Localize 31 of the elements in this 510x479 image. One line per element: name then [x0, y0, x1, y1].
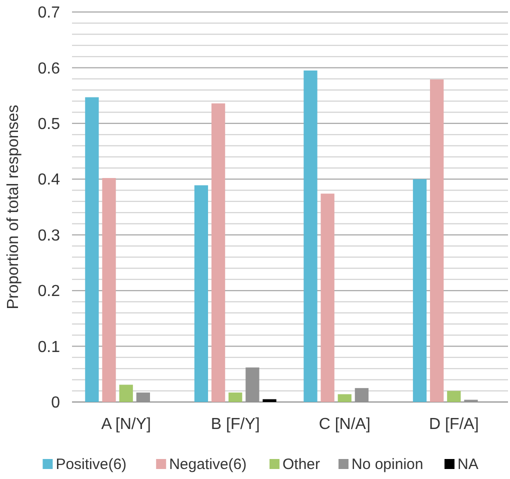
y-tick-label: 0.2: [38, 283, 60, 300]
y-axis-title: Proportion of total responses: [5, 104, 22, 310]
bar: [102, 178, 116, 402]
x-tick-label: C [N/A]: [318, 416, 370, 433]
bar: [430, 79, 444, 402]
bar: [194, 185, 208, 402]
y-tick-label: 0.4: [38, 172, 60, 189]
y-tick-label: 0.7: [38, 4, 60, 22]
y-tick-label: 0.1: [38, 338, 60, 356]
bar: [211, 103, 226, 402]
y-tick-label: 0.5: [38, 116, 60, 134]
y-tick-label: 0: [51, 394, 60, 412]
bar: [304, 70, 318, 402]
bar: [412, 179, 427, 402]
legend-label: No opinion: [352, 456, 424, 473]
bar: [338, 394, 352, 402]
bar: [85, 97, 99, 402]
legend-label: Other: [282, 456, 320, 473]
legend-label: Negative(6): [169, 456, 247, 473]
bar: [262, 399, 276, 402]
bar: [119, 384, 133, 402]
x-tick-label: D [F/A]: [429, 416, 479, 433]
legend-label: NA: [458, 456, 478, 473]
y-tick-label: 0.6: [38, 60, 60, 78]
legend-label: Positive(6): [56, 456, 127, 473]
x-tick-label: B [F/Y]: [210, 416, 260, 433]
bar: [228, 392, 242, 402]
y-tick-label: 0.3: [38, 227, 60, 244]
x-tick-label: A [N/Y]: [101, 416, 151, 433]
bar: [320, 194, 334, 402]
bar: [447, 390, 461, 402]
